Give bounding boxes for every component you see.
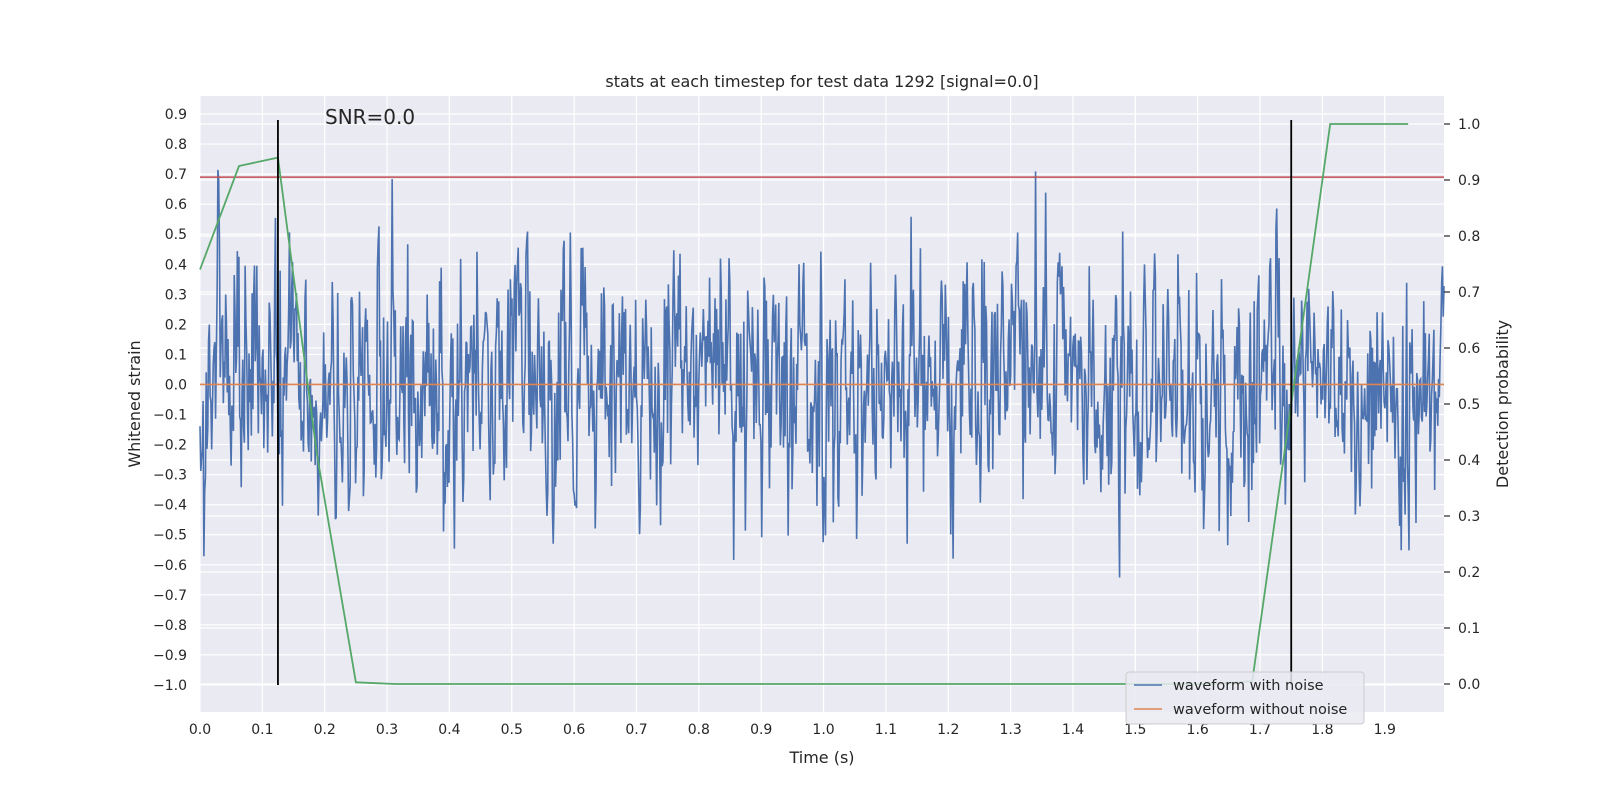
x-tick-label: 1.5: [1124, 722, 1146, 738]
y-tick-label: −0.4: [153, 498, 187, 514]
x-tick-label: 1.8: [1311, 722, 1333, 738]
y-tick-label: 0.6: [165, 197, 187, 213]
snr-annotation: SNR=0.0: [325, 105, 415, 129]
y-tick-label: 0.8: [165, 137, 187, 153]
y2-tick-label: 0.1: [1458, 621, 1480, 637]
y2-tick-label: 0.5: [1458, 397, 1480, 413]
y-tick-label: −1.0: [153, 678, 187, 694]
x-tick-label: 0.6: [563, 722, 585, 738]
y-tick-label: 0.5: [165, 227, 187, 243]
x-axis-ticks: 0.0 0.1 0.2 0.3 0.4 0.5 0.6 0.7 0.8 0.9 1.0 1.1 1.2 1…: [189, 722, 1396, 738]
x-tick-label: 0.4: [438, 722, 460, 738]
x-tick-label: 0.3: [376, 722, 398, 738]
y2-tick-label: 0.0: [1458, 677, 1480, 693]
x-tick-label: 1.3: [999, 722, 1021, 738]
x-tick-label: 0.1: [251, 722, 273, 738]
x-tick-label: 0.9: [750, 722, 772, 738]
x-tick-label: 1.4: [1062, 722, 1084, 738]
legend: waveform with noise waveform without noi…: [1125, 671, 1365, 725]
y-tick-label: −0.8: [153, 618, 187, 634]
y-tick-label: −0.9: [153, 648, 187, 664]
y-tick-label: −0.2: [153, 438, 187, 454]
event-vlines: [277, 120, 1293, 685]
y2-tick-label: 0.9: [1458, 173, 1480, 189]
x-tick-label: 0.0: [189, 722, 211, 738]
x-tick-label: 0.5: [501, 722, 523, 738]
y-axis-label: Whitened strain: [125, 340, 144, 467]
x-tick-label: 0.7: [625, 722, 647, 738]
x-tick-label: 0.8: [688, 722, 710, 738]
y2-tick-label: 0.4: [1458, 453, 1480, 469]
y2-tick-label: 0.2: [1458, 565, 1480, 581]
y-tick-label: −0.1: [153, 408, 187, 424]
x-tick-label: 1.7: [1249, 722, 1271, 738]
y-tick-label: 0.0: [165, 377, 187, 393]
x-axis-label: Time (s): [788, 748, 854, 767]
y2-tick-label: 0.6: [1458, 341, 1480, 357]
x-tick-label: 1.9: [1374, 722, 1396, 738]
legend-label-noisy: waveform with noise: [1173, 678, 1324, 694]
y-tick-label: 0.1: [165, 347, 187, 363]
y-tick-label: −0.6: [153, 558, 187, 574]
y-tick-label: −0.3: [153, 468, 187, 484]
chart-title: stats at each timestep for test data 129…: [605, 72, 1038, 91]
y2-tick-label: 0.8: [1458, 229, 1480, 245]
x-tick-label: 1.2: [937, 722, 959, 738]
x-tick-label: 1.1: [875, 722, 897, 738]
y2-tick-label: 0.7: [1458, 285, 1480, 301]
noisy-waveform-line: [199, 169, 1445, 578]
y2-axis-label: Detection probability: [1493, 320, 1512, 488]
x-tick-label: 1.6: [1187, 722, 1209, 738]
x-tick-label: 1.0: [812, 722, 834, 738]
y2-axis-ticks: 1.0 0.9 0.8 0.7 0.6 0.5 0.4 0.3 0.2 0.1 0.0: [1444, 117, 1480, 693]
y-axis-ticks: 0.9 0.8 0.7 0.6 0.5 0.4 0.3 0.2 0.1 0.0 −0.1 −0.2 −0…: [153, 107, 187, 694]
y2-tick-label: 1.0: [1458, 117, 1480, 133]
noisy-waveform-series: [199, 169, 1445, 578]
x-tick-label: 0.2: [314, 722, 336, 738]
legend-label-clean: waveform without noise: [1173, 702, 1347, 718]
y2-tick-label: 0.3: [1458, 509, 1480, 525]
y-tick-label: 0.4: [165, 257, 187, 273]
y-tick-label: −0.5: [153, 528, 187, 544]
y-tick-label: 0.3: [165, 287, 187, 303]
y-tick-label: 0.2: [165, 317, 187, 333]
y-tick-label: 0.7: [165, 167, 187, 183]
y-tick-label: −0.7: [153, 588, 187, 604]
y-tick-label: 0.9: [165, 107, 187, 123]
legend-box: [1125, 671, 1365, 725]
